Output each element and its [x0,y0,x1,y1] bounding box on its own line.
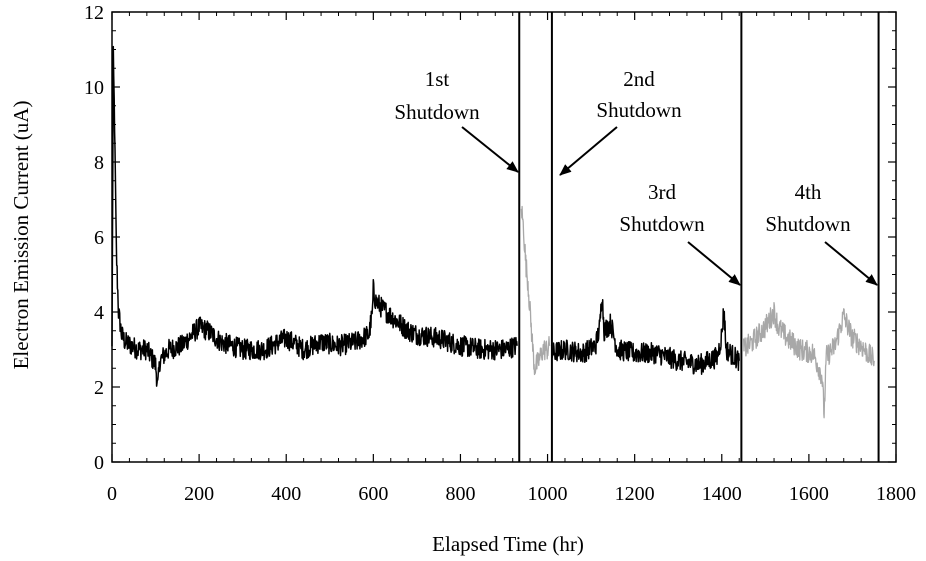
y-axis-label: Electron Emission Current (uA) [9,101,33,370]
shutdown-label-4-ordinal: 4th [795,180,822,204]
y-tick-label: 10 [84,77,104,99]
shutdown-label-1-word: Shutdown [394,100,480,124]
shutdown-arrow-2 [559,126,618,176]
shutdown-arrow-1 [461,126,519,173]
x-tick-label: 1200 [615,483,655,505]
plot-frame [111,11,897,463]
shutdown-label-2-word: Shutdown [596,98,682,122]
y-tick-label: 6 [94,227,104,249]
series-line-1 [111,45,518,387]
series-line-2 [520,205,551,376]
x-tick-label: 0 [107,483,117,505]
x-tick-label: 1000 [528,483,568,505]
shutdown-label-2-ordinal: 2nd [623,67,655,91]
x-tick-label: 800 [445,483,475,505]
x-tick-label: 1400 [702,483,742,505]
y-tick-label: 0 [94,452,104,474]
x-tick-label: 1800 [876,483,916,505]
x-tick-label: 600 [358,483,388,505]
shutdown-label-3-ordinal: 3rd [648,180,676,204]
shutdown-label-4-word: Shutdown [765,212,851,236]
y-tick-label: 12 [84,2,104,24]
shutdown-layer [518,12,880,462]
plot-border [111,11,897,463]
y-tick-label: 8 [94,152,104,174]
series-line-3 [551,299,740,375]
x-tick-label: 1600 [789,483,829,505]
shutdown-label-1-ordinal: 1st [425,67,450,91]
shutdown-arrow-4 [824,241,878,286]
x-tick-label: 400 [271,483,301,505]
series-line-4 [742,302,875,419]
shutdown-arrow-3 [687,241,741,286]
shutdown-label-3-word: Shutdown [619,212,705,236]
y-tick-label: 2 [94,377,104,399]
ticks-layer: 0 200 400 600 800 1000 1200 1400 1600 1800 0 2 4 6 8 10… [84,2,916,505]
series-layer [111,45,875,419]
x-tick-label: 200 [184,483,214,505]
x-axis-label: Elapsed Time (hr) [432,532,584,556]
y-tick-label: 4 [94,302,104,324]
annotation-layer: 1st Shutdown 2nd Shutdown 3rd Shutdown 4th Shut… [394,67,878,286]
